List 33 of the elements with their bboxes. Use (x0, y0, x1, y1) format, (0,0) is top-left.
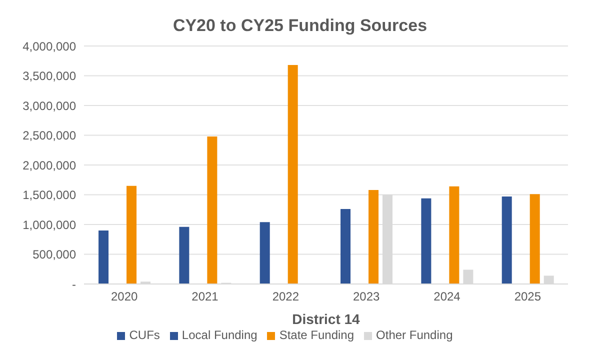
x-tick-label: 2020 (110, 290, 138, 304)
y-tick-label: 1,000,000 (22, 218, 76, 232)
y-tick-label: 4,000,000 (22, 39, 76, 54)
bar (288, 65, 298, 284)
bar (260, 222, 270, 284)
bar (179, 226, 190, 284)
bar (340, 209, 351, 284)
y-tick-label: 3,500,000 (22, 69, 76, 84)
bar (449, 186, 460, 284)
x-tick-label: 2021 (192, 290, 219, 304)
legend-label: State Funding (279, 328, 354, 342)
x-tick-label: 2022 (272, 290, 300, 304)
bar (368, 190, 379, 284)
x-tick-label: 2025 (514, 290, 542, 304)
y-tick-label: 500,000 (32, 248, 76, 262)
legend-label: Other Funding (376, 328, 453, 342)
bar (98, 230, 109, 284)
bar (126, 186, 137, 284)
legend-label: CUFs (129, 328, 160, 342)
y-tick-label: 3,000,000 (22, 98, 76, 113)
y-tick-label: - (72, 277, 76, 292)
bar (421, 198, 432, 284)
bar (502, 196, 512, 284)
y-tick-label: 2,000,000 (22, 158, 76, 172)
y-tick-label: 1,500,000 (22, 188, 76, 202)
x-axis-title: District 14 (292, 311, 360, 327)
y-tick-label: 2,500,000 (22, 128, 76, 143)
legend-label: Local Funding (182, 328, 258, 342)
x-tick-label: 2024 (434, 290, 461, 304)
bar (207, 136, 218, 284)
chart-title: CY20 to CY25 Funding Sources (172, 16, 428, 35)
bar (530, 194, 540, 284)
x-tick-label: 2023 (352, 290, 380, 304)
